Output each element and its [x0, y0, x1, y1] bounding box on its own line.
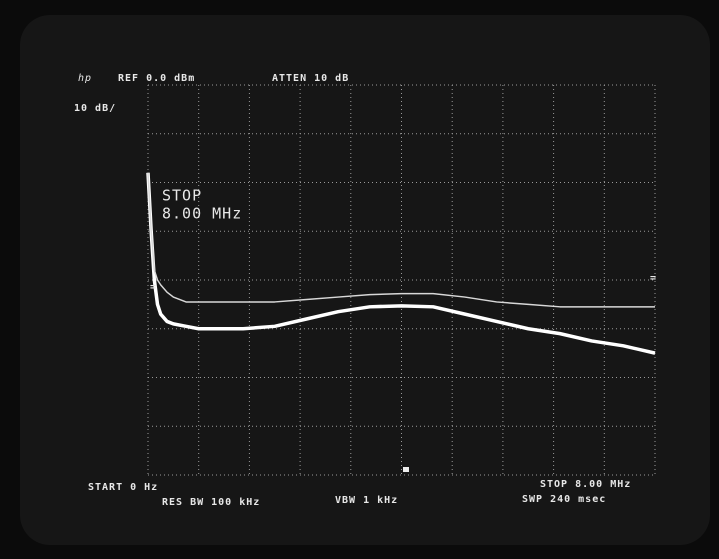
- sweep-time: SWP 240 msec: [522, 494, 606, 505]
- res-bw: RES BW 100 kHz: [162, 497, 260, 508]
- analyzer-screen: hp REF 0.0 dBm ATTEN 10 dB 10 dB/ STOP 8…: [0, 0, 719, 559]
- vbw: VBW 1 kHz: [335, 495, 398, 506]
- marker-value: 8.00 MHz: [162, 205, 242, 223]
- ref-level: REF 0.0 dBm: [118, 73, 195, 84]
- stop-freq: STOP 8.00 MHz: [540, 479, 631, 490]
- logo: hp: [78, 73, 92, 84]
- marker-label: STOP: [162, 187, 202, 205]
- start-freq: START 0 Hz: [88, 482, 158, 493]
- right-indicator: =: [650, 273, 657, 284]
- center-marker: [403, 467, 409, 472]
- left-indicator: =: [150, 282, 157, 293]
- scale: 10 dB/: [74, 103, 116, 114]
- attenuation: ATTEN 10 dB: [272, 73, 349, 84]
